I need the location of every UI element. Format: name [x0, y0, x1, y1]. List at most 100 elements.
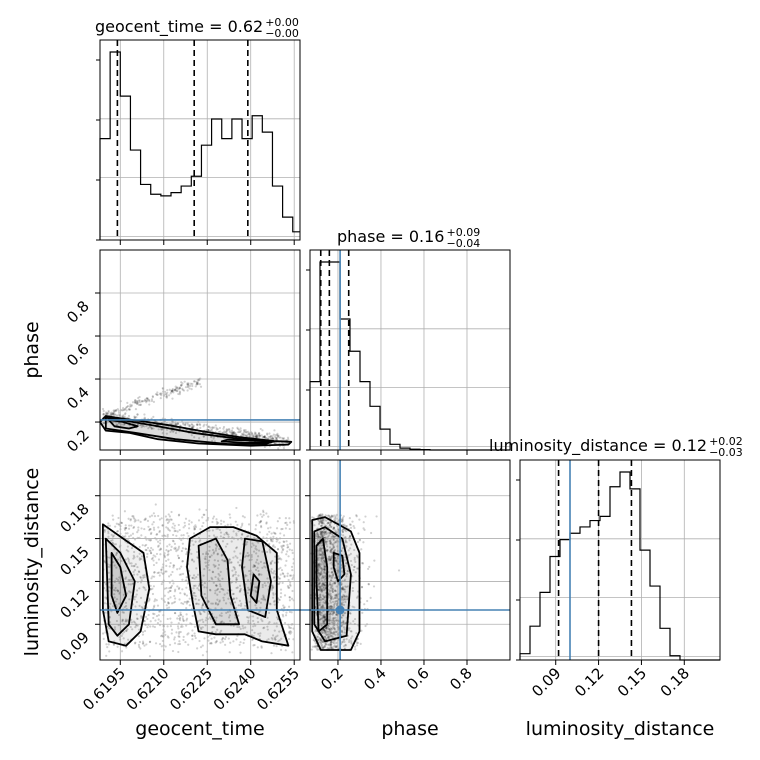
sample-point [124, 406, 128, 409]
sample-point [191, 423, 194, 426]
sample-point [341, 547, 344, 550]
sample-point [341, 587, 345, 591]
sample-point [132, 557, 135, 560]
sample-point [353, 526, 356, 530]
sample-point [145, 643, 148, 646]
sample-point [208, 555, 212, 559]
sample-point [172, 564, 175, 567]
sample-point [238, 590, 241, 593]
sample-point [331, 571, 334, 574]
sample-point [173, 594, 176, 598]
sample-point [327, 635, 330, 638]
sample-point [319, 532, 322, 535]
sample-point [122, 423, 126, 426]
sample-point [201, 584, 204, 587]
sample-point [314, 642, 317, 645]
sample-point [137, 643, 140, 646]
sample-point [192, 425, 195, 428]
sample-point [136, 402, 139, 406]
sample-point [330, 547, 333, 551]
sample-point [335, 613, 338, 617]
sample-point [229, 641, 232, 644]
sample-point [328, 583, 332, 586]
sample-point [340, 582, 343, 585]
sample-point [232, 640, 235, 643]
sample-point [165, 549, 168, 552]
sample-point [111, 541, 114, 544]
sample-point [273, 429, 276, 432]
sample-point [181, 388, 184, 391]
sample-point [331, 527, 335, 530]
sample-point [167, 550, 170, 553]
sample-point [320, 641, 323, 644]
sample-point [143, 413, 146, 416]
sample-point [179, 384, 183, 387]
sample-point [348, 517, 351, 520]
sample-point [125, 549, 128, 552]
sample-point [315, 532, 319, 535]
sample-point [275, 527, 279, 530]
sample-point [135, 593, 138, 596]
sample-point [323, 565, 326, 568]
sample-point [163, 594, 166, 597]
sample-point [289, 630, 292, 633]
sample-point [161, 639, 164, 643]
sample-point [323, 570, 326, 573]
sample-point [322, 583, 325, 586]
sample-point [278, 557, 282, 560]
sample-point [207, 425, 210, 429]
sample-point [277, 598, 280, 601]
sample-point [346, 570, 350, 573]
sample-point [323, 616, 326, 620]
sample-point [191, 384, 194, 388]
sample-point [334, 589, 338, 593]
sample-point [329, 594, 332, 597]
sample-point [353, 548, 356, 552]
sample-point [214, 592, 217, 595]
sample-point [322, 581, 325, 585]
sample-point [115, 619, 119, 623]
sample-point [140, 579, 143, 582]
sample-point [262, 594, 265, 597]
sample-point [220, 519, 223, 522]
sample-point [255, 435, 258, 438]
sample-point [116, 645, 119, 648]
sample-point [321, 556, 324, 559]
sample-point [321, 530, 324, 534]
sample-point [261, 583, 264, 587]
sample-point [272, 572, 275, 575]
sample-point [334, 556, 337, 559]
sample-point [244, 574, 247, 577]
sample-point [271, 596, 275, 599]
sample-point [204, 555, 207, 558]
sample-point [353, 556, 356, 559]
sample-point [351, 635, 354, 638]
sample-point [236, 523, 239, 527]
sample-point [323, 616, 326, 619]
sample-point [201, 603, 205, 606]
sample-point [257, 600, 260, 603]
sample-point [270, 588, 274, 591]
sample-point [191, 559, 194, 562]
sample-point [329, 557, 332, 560]
sample-point [330, 646, 333, 650]
sample-point [120, 423, 123, 426]
sample-point [331, 612, 334, 615]
sample-point [178, 640, 181, 643]
sample-point [213, 636, 216, 639]
sample-point [332, 526, 336, 530]
sample-point [195, 567, 198, 570]
sample-point [235, 638, 238, 641]
sample-point [319, 553, 322, 556]
sample-point [344, 622, 348, 625]
sample-point [150, 399, 154, 403]
sample-point [172, 430, 175, 433]
sample-point [316, 539, 319, 542]
sample-point [221, 640, 224, 643]
sample-point [264, 544, 267, 547]
sample-point [185, 607, 188, 610]
sample-point [320, 570, 323, 574]
sample-point [331, 590, 334, 593]
sample-point [333, 611, 336, 614]
sample-point [224, 637, 227, 641]
